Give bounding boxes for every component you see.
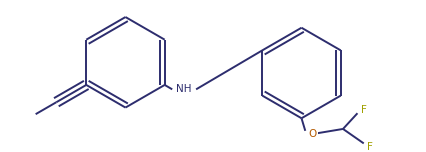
Text: O: O — [308, 129, 316, 139]
Text: F: F — [366, 142, 372, 152]
Text: F: F — [360, 105, 366, 115]
Text: NH: NH — [176, 84, 191, 94]
